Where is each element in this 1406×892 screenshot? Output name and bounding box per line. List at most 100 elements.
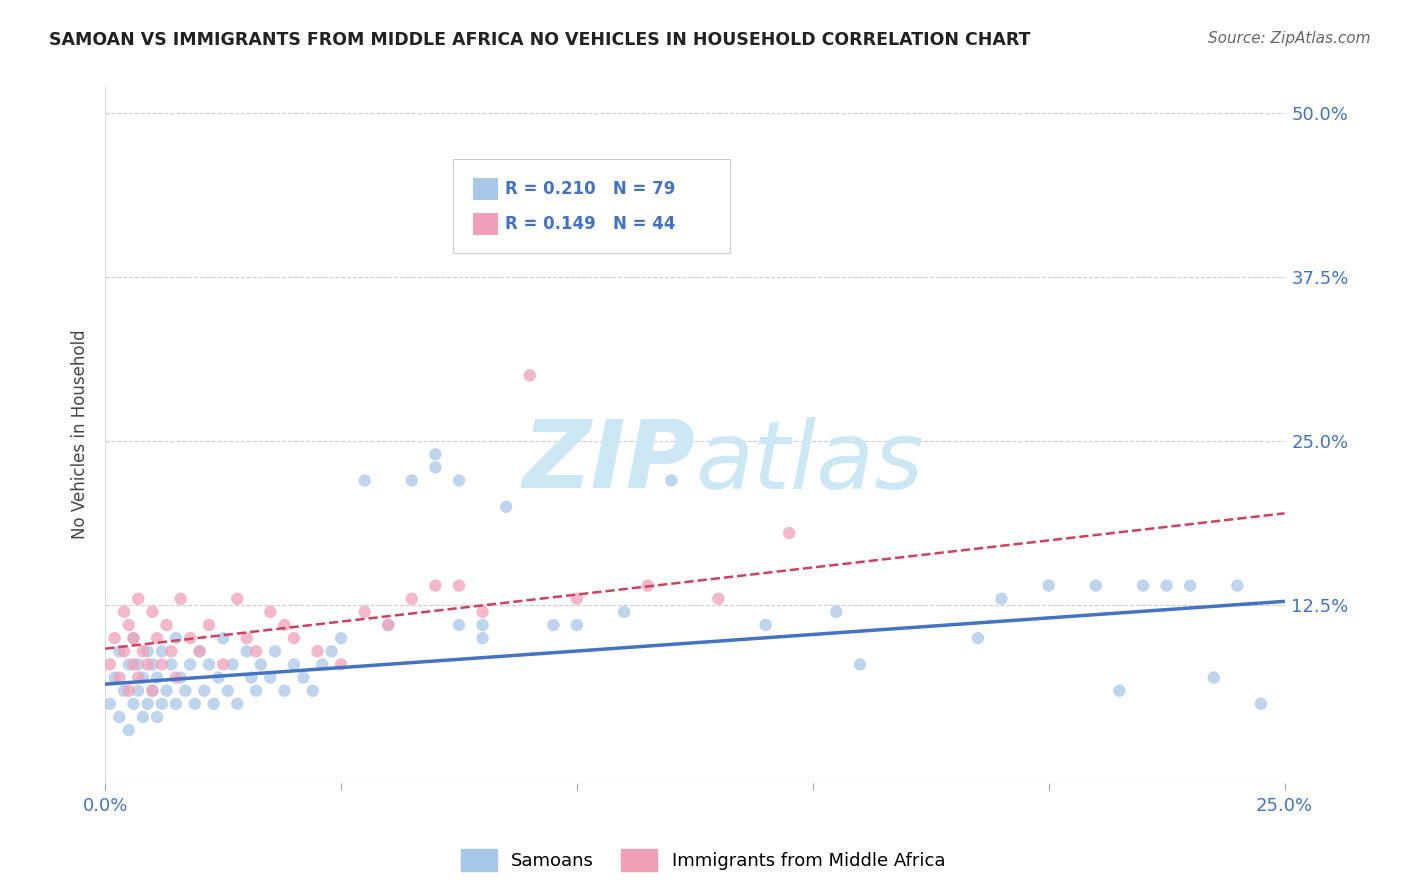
Text: SAMOAN VS IMMIGRANTS FROM MIDDLE AFRICA NO VEHICLES IN HOUSEHOLD CORRELATION CHA: SAMOAN VS IMMIGRANTS FROM MIDDLE AFRICA … [49,31,1031,49]
Point [174,683,197,698]
Point [155,618,177,632]
Point [207,671,229,685]
Point [98,697,121,711]
Point [150,644,173,658]
Point [146,710,169,724]
Point [104,671,127,685]
Point [146,671,169,685]
Point [1250,697,1272,711]
Point [118,657,141,672]
Point [184,697,207,711]
Point [179,631,201,645]
Point [165,671,187,685]
Text: R = 0.210   N = 79: R = 0.210 N = 79 [506,180,676,198]
Point [112,683,135,698]
Text: R = 0.149   N = 44: R = 0.149 N = 44 [506,215,676,233]
Point [141,657,163,672]
Point [471,618,494,632]
Point [108,644,131,658]
Point [132,644,155,658]
Point [127,657,149,672]
Point [447,579,470,593]
Point [264,644,287,658]
Point [321,644,343,658]
Point [212,657,235,672]
Text: Source: ZipAtlas.com: Source: ZipAtlas.com [1208,31,1371,46]
Point [849,657,872,672]
Point [202,697,225,711]
Point [613,605,636,619]
Point [519,368,541,383]
Point [1226,579,1249,593]
Point [188,644,211,658]
Point [118,618,141,632]
Point [150,697,173,711]
Point [245,644,267,658]
Point [755,618,778,632]
Point [273,683,295,698]
Point [141,683,163,698]
Point [330,657,353,672]
Point [1202,671,1225,685]
Point [707,591,730,606]
Point [98,657,121,672]
FancyBboxPatch shape [472,213,498,235]
Point [108,710,131,724]
Text: ZIP: ZIP [522,417,695,508]
Point [198,657,221,672]
Point [1038,579,1060,593]
Point [307,644,329,658]
Point [1156,579,1178,593]
Point [136,697,159,711]
Point [778,526,800,541]
Point [108,671,131,685]
Point [377,618,399,632]
Point [301,683,323,698]
Point [990,591,1012,606]
Point [212,631,235,645]
Point [165,631,187,645]
Point [132,710,155,724]
Point [659,474,682,488]
Point [226,697,249,711]
Point [471,605,494,619]
Point [1084,579,1107,593]
Legend: Samoans, Immigrants from Middle Africa: Samoans, Immigrants from Middle Africa [454,842,952,879]
Point [170,591,193,606]
Point [188,644,211,658]
Point [122,631,145,645]
Point [565,591,588,606]
Point [112,605,135,619]
Point [235,631,257,645]
Point [118,723,141,738]
Text: atlas: atlas [695,417,924,508]
Point [259,605,281,619]
FancyBboxPatch shape [472,178,498,200]
Point [150,657,173,672]
Point [146,631,169,645]
Point [377,618,399,632]
Point [141,605,163,619]
FancyBboxPatch shape [453,160,730,253]
Point [283,631,305,645]
Point [104,631,127,645]
Point [179,657,201,672]
Point [240,671,263,685]
Point [447,474,470,488]
Point [127,683,149,698]
Point [112,644,135,658]
Point [141,683,163,698]
Point [170,671,193,685]
Point [353,474,375,488]
Point [122,697,145,711]
Point [250,657,273,672]
Point [136,644,159,658]
Point [283,657,305,672]
Point [543,618,565,632]
Point [637,579,659,593]
Point [967,631,990,645]
Point [425,460,447,475]
Point [1178,579,1201,593]
Point [217,683,239,698]
Point [273,618,295,632]
